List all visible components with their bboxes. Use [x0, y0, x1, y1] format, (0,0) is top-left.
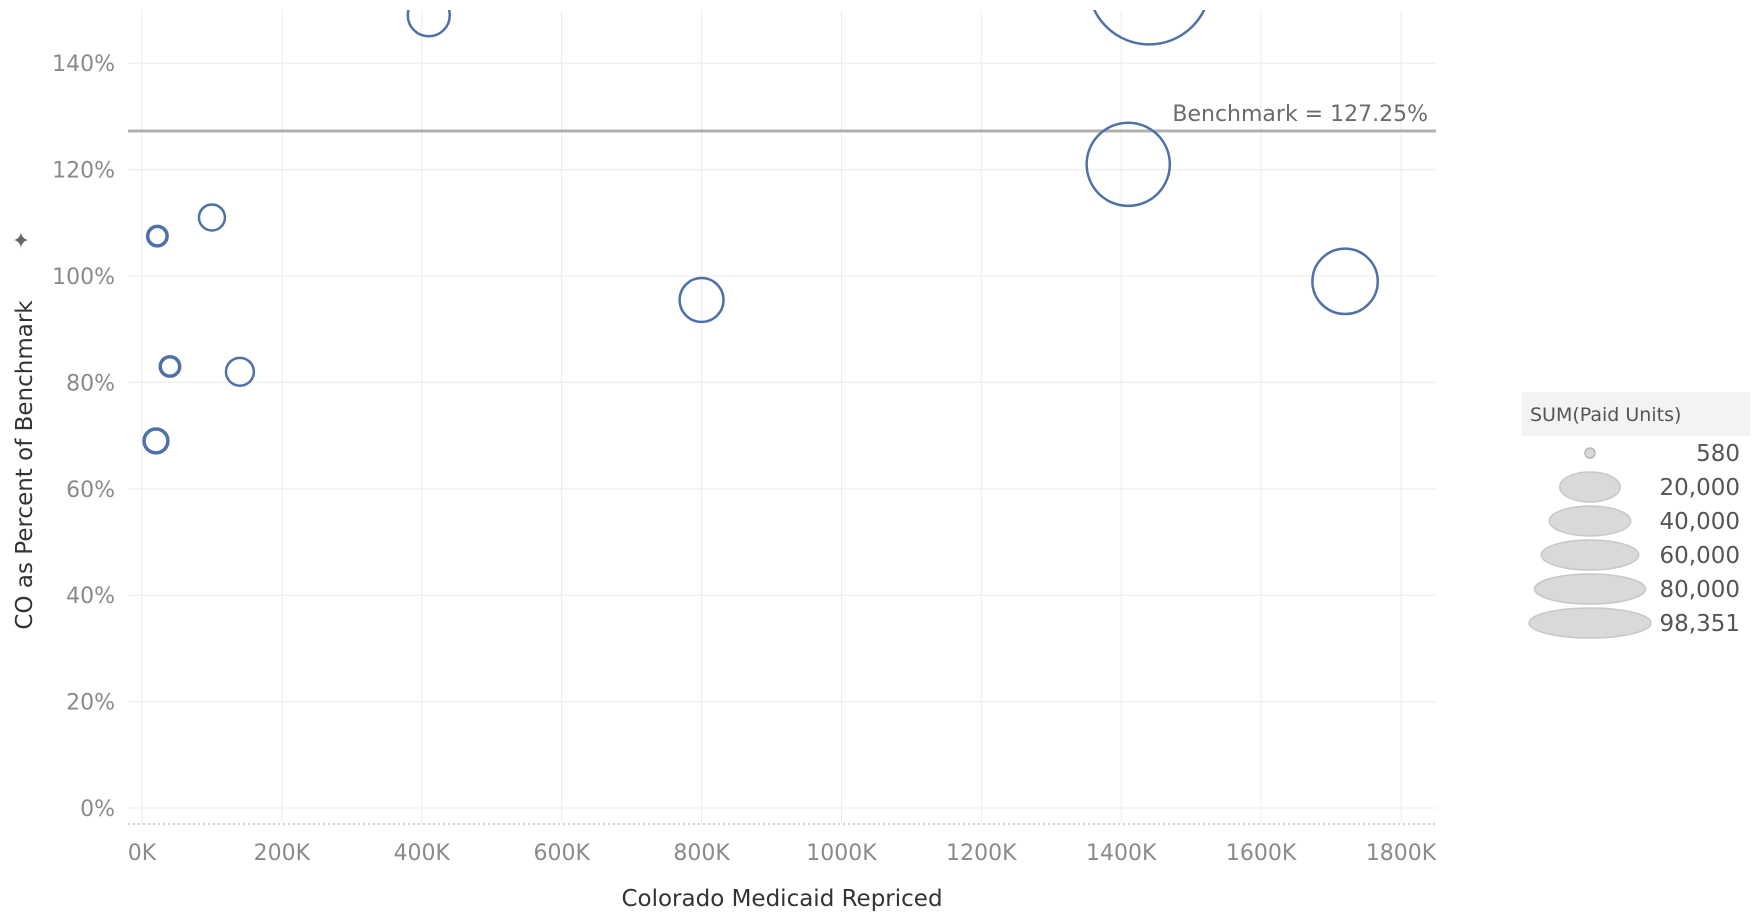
y-tick-label: 140% [52, 52, 115, 77]
x-tick-label: 1000K [806, 841, 877, 866]
data-point[interactable] [406, 0, 451, 38]
x-tick-label: 800K [673, 841, 730, 866]
data-point[interactable] [678, 276, 725, 324]
data-point[interactable] [158, 354, 182, 378]
x-axis-ticks: 0K 200K 400K 600K 800K 1000K 1200K 1400K 1600K 18… [128, 841, 1437, 866]
data-point[interactable] [1088, 0, 1210, 46]
pin-icon[interactable]: ✦ [10, 231, 35, 249]
legend-size-mark [1558, 471, 1622, 503]
reference-line-group: Benchmark = 127.25% [128, 102, 1436, 133]
legend-size-mark [1584, 447, 1596, 459]
x-tick-label: 1200K [946, 841, 1017, 866]
x-tick-label: 600K [533, 841, 590, 866]
data-point[interactable] [1311, 247, 1379, 316]
data-point[interactable] [224, 356, 256, 387]
y-tick-label: 40% [66, 584, 115, 609]
y-tick-label: 20% [66, 691, 115, 716]
x-tick-label: 1800K [1366, 841, 1437, 866]
grid-layer [128, 10, 1436, 825]
y-tick-label: 60% [66, 478, 115, 503]
x-tick-label: 1600K [1226, 841, 1297, 866]
data-point[interactable] [197, 203, 227, 232]
data-point[interactable] [1085, 121, 1172, 208]
size-legend: SUM(Paid Units) 580 20,000 40,000 60,000 80,… [1522, 392, 1750, 639]
legend-size-label: 580 [1696, 441, 1740, 467]
legend-size-label: 98,351 [1660, 611, 1740, 637]
legend-title-bg [1522, 392, 1750, 436]
legend-size-label: 40,000 [1660, 509, 1740, 535]
y-tick-label: 0% [80, 797, 115, 822]
legend-size-mark [1548, 505, 1632, 537]
legend-size-label: 20,000 [1660, 475, 1740, 501]
benchmark-label: Benchmark = 127.25% [1172, 102, 1428, 127]
y-axis-ticks: 0% 20% 40% 60% 80% 100% 120% 140% [52, 52, 115, 822]
legend-title: SUM(Paid Units) [1530, 404, 1681, 426]
y-tick-label: 120% [52, 159, 115, 184]
data-point[interactable] [145, 224, 169, 248]
y-tick-label: 100% [52, 265, 115, 290]
y-axis-title: CO as Percent of Benchmark [12, 300, 38, 630]
legend-size-mark [1528, 607, 1652, 639]
legend-size-label: 80,000 [1660, 577, 1740, 603]
x-axis-title: Colorado Medicaid Repriced [621, 886, 942, 912]
legend-size-mark [1533, 573, 1647, 605]
data-point[interactable] [142, 427, 170, 455]
legend-size-label: 60,000 [1660, 543, 1740, 569]
x-tick-label: 200K [254, 841, 311, 866]
x-tick-label: 400K [394, 841, 451, 866]
points-layer [142, 0, 1379, 455]
x-tick-label: 1400K [1086, 841, 1157, 866]
y-tick-label: 80% [66, 371, 115, 396]
x-tick-label: 0K [128, 841, 157, 866]
legend-size-mark [1540, 539, 1640, 571]
